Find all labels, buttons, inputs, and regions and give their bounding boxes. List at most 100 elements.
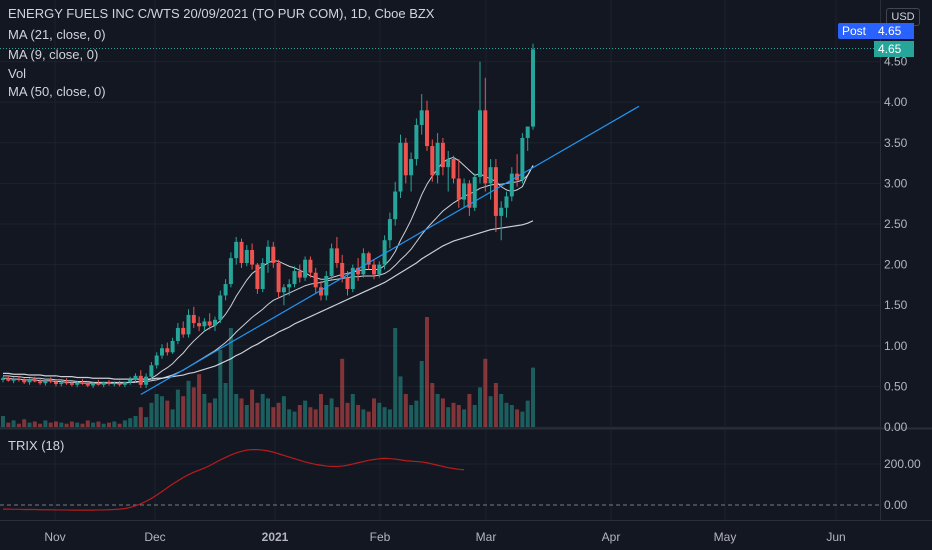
volume-bar [101, 423, 106, 427]
legend-trix[interactable]: TRIX (18) [8, 438, 65, 453]
volume-bar [16, 423, 21, 427]
volume-bar [149, 402, 154, 427]
volume-bar [361, 409, 366, 427]
candle-body [197, 323, 202, 327]
candle-body [181, 327, 186, 335]
candle-body [117, 383, 122, 385]
candle-body [451, 159, 456, 179]
price-tick-label: 4.00 [884, 95, 908, 109]
volume-bar [308, 407, 313, 427]
last-price-badge: 4.65 [874, 41, 914, 57]
price-tick-label: 0.50 [884, 379, 908, 393]
candle-body [377, 264, 382, 275]
volume-bar [144, 417, 149, 427]
ma21-line [3, 165, 534, 383]
ma50-line [3, 220, 534, 380]
time-tick-label: Feb [370, 530, 391, 544]
candle-body [467, 183, 472, 208]
volume-bar [387, 409, 392, 427]
legend-ma21[interactable]: MA (21, close, 0) [8, 27, 106, 42]
volume-bar [244, 405, 249, 427]
candle-body [64, 382, 69, 384]
candle-body [11, 379, 16, 381]
candle-body [271, 246, 276, 263]
volume-bar [6, 422, 11, 427]
candle-body [488, 167, 493, 184]
volume-bar [59, 422, 64, 427]
volume-bar [91, 422, 96, 427]
volume-bar [504, 402, 509, 427]
candle-body [281, 287, 286, 293]
candle-body [228, 258, 233, 285]
volume-bar [175, 389, 180, 427]
volume-bar [313, 409, 318, 427]
volume-bar [467, 394, 472, 427]
volume-bar [228, 328, 233, 427]
candle-body [303, 259, 308, 278]
price-tick-label: 2.00 [884, 258, 908, 272]
trix-tick-label: 0.00 [884, 498, 908, 512]
volume-bar [170, 409, 175, 427]
price-tick-label: 1.00 [884, 339, 908, 353]
volume-bar [414, 400, 419, 427]
candle-body [48, 380, 53, 382]
candle-body [250, 249, 255, 265]
volume-bar [80, 423, 85, 427]
volume-bar [281, 396, 286, 427]
post-price-badge: 4.65 [874, 23, 914, 39]
volume-bar [239, 398, 244, 427]
candle-body [372, 264, 376, 275]
candle-body [27, 379, 32, 383]
volume-bar [207, 402, 212, 427]
candle-body [128, 379, 133, 383]
post-label-badge: Post [838, 23, 874, 39]
candle-body [483, 110, 488, 184]
volume-bar [488, 396, 493, 427]
candle-body [456, 178, 461, 200]
candle-body [85, 383, 90, 386]
volume-bar [403, 394, 408, 427]
time-tick-label: Dec [144, 530, 165, 544]
volume-bar [440, 398, 445, 427]
candle-body [366, 253, 371, 265]
volume-bar [112, 421, 117, 427]
volume-bar [218, 350, 223, 427]
price-tick-label: 2.50 [884, 217, 908, 231]
volume-bar [1, 416, 5, 427]
candle-body [260, 262, 265, 289]
candle-body [350, 267, 355, 289]
candle-body [324, 275, 329, 296]
volume-bar [319, 394, 323, 427]
volume-bar [356, 405, 361, 427]
candle-body [419, 110, 424, 125]
time-tick-label: 2021 [262, 530, 289, 544]
volume-bar [334, 407, 339, 427]
candle-body [334, 248, 339, 263]
volume-bar [234, 394, 239, 427]
candle-body [101, 382, 106, 385]
volume-bar [54, 421, 58, 427]
candle-body [218, 295, 223, 320]
candle-body [38, 381, 43, 384]
volume-bar [266, 398, 270, 427]
candle-body [244, 249, 249, 263]
candle-body [345, 277, 350, 289]
candle-body [80, 382, 85, 384]
candle-body [32, 379, 37, 382]
price-tick-label: 3.00 [884, 176, 908, 190]
legend-ma9[interactable]: MA (9, close, 0) [8, 47, 99, 62]
candle-body [499, 207, 504, 216]
candle-body [91, 383, 96, 386]
candle-body [319, 287, 323, 296]
volume-bar [425, 317, 429, 427]
volume-bar [271, 407, 276, 427]
volume-bar [27, 422, 32, 427]
volume-bar [493, 383, 498, 427]
candle-body [165, 348, 170, 353]
candle-body [255, 264, 260, 289]
legend-ma50[interactable]: MA (50, close, 0) [8, 84, 106, 99]
candle-body [207, 321, 212, 326]
legend-vol[interactable]: Vol [8, 66, 27, 81]
candle-body [170, 340, 175, 353]
